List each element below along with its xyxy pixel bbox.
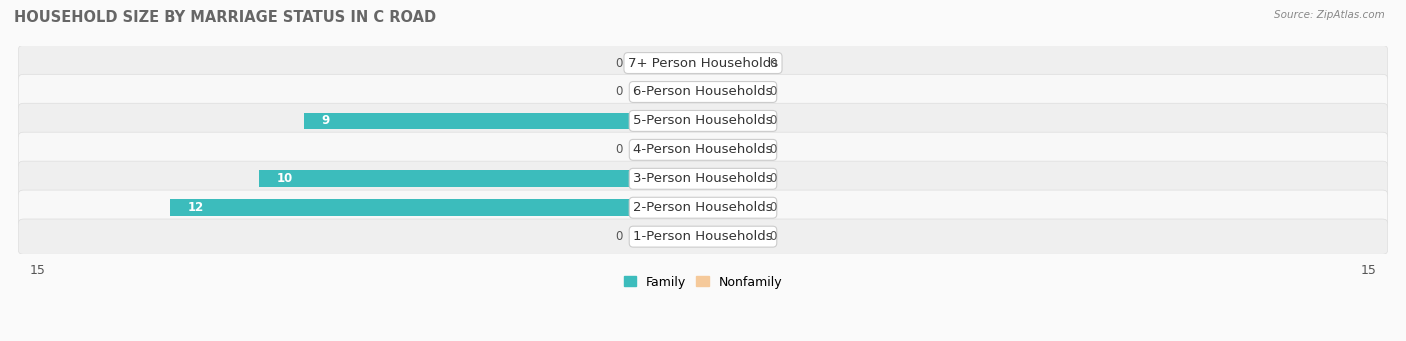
Text: 0: 0 [769,172,778,185]
FancyBboxPatch shape [18,161,1388,196]
Bar [259,170,703,187]
Text: 1-Person Households: 1-Person Households [633,230,773,243]
Text: 12: 12 [188,201,204,214]
Text: 0: 0 [769,230,778,243]
Bar [304,113,703,129]
Text: HOUSEHOLD SIZE BY MARRIAGE STATUS IN C ROAD: HOUSEHOLD SIZE BY MARRIAGE STATUS IN C R… [14,10,436,25]
Text: 4-Person Households: 4-Person Households [633,143,773,157]
Text: 0: 0 [769,57,778,70]
Text: 2-Person Households: 2-Person Households [633,201,773,214]
Text: 7+ Person Households: 7+ Person Households [628,57,778,70]
FancyBboxPatch shape [18,103,1388,138]
Text: 5-Person Households: 5-Person Households [633,115,773,128]
Text: 0: 0 [769,86,778,99]
Text: 6-Person Households: 6-Person Households [633,86,773,99]
Text: 9: 9 [321,115,329,128]
Text: 0: 0 [616,57,623,70]
FancyBboxPatch shape [18,45,1388,81]
Text: 0: 0 [616,143,623,157]
FancyBboxPatch shape [18,190,1388,225]
Bar [703,142,756,158]
Bar [637,228,703,245]
Text: 10: 10 [277,172,292,185]
Bar [703,199,756,216]
Text: Source: ZipAtlas.com: Source: ZipAtlas.com [1274,10,1385,20]
Text: 0: 0 [769,115,778,128]
Bar [637,84,703,100]
Bar [703,170,756,187]
Bar [170,199,703,216]
Bar [637,142,703,158]
FancyBboxPatch shape [18,219,1388,254]
Bar [703,228,756,245]
Bar [703,84,756,100]
Text: 3-Person Households: 3-Person Households [633,172,773,185]
Text: 0: 0 [769,143,778,157]
FancyBboxPatch shape [18,132,1388,167]
Text: 0: 0 [616,86,623,99]
Text: 0: 0 [769,201,778,214]
Bar [703,113,756,129]
Text: 0: 0 [616,230,623,243]
Bar [637,55,703,72]
Bar [703,55,756,72]
FancyBboxPatch shape [18,74,1388,110]
Legend: Family, Nonfamily: Family, Nonfamily [619,271,787,294]
